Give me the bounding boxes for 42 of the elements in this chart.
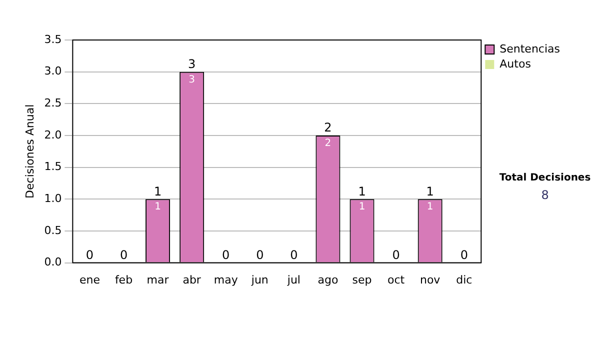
x-tick-label: dic xyxy=(456,273,472,286)
total-label: 0 xyxy=(392,248,400,262)
x-tick-label: abr xyxy=(182,273,202,286)
x-tick-label: ene xyxy=(79,273,100,286)
x-tick-label: jun xyxy=(250,273,268,286)
x-tick-label: mar xyxy=(146,273,170,286)
y-tick-label: 0.0 xyxy=(44,256,62,269)
total-label: 0 xyxy=(222,248,230,262)
total-label: 0 xyxy=(256,248,264,262)
total-label: 1 xyxy=(154,184,162,198)
data-label: 2 xyxy=(324,138,332,150)
y-tick-label: 1.0 xyxy=(44,192,62,205)
y-tick-label: 0.5 xyxy=(44,224,62,237)
x-tick-label: oct xyxy=(388,273,406,286)
y-tick-label: 2.0 xyxy=(44,128,62,142)
x-tick-label: ago xyxy=(318,273,338,286)
total-label: 3 xyxy=(188,56,196,71)
x-tick-label: feb xyxy=(114,273,133,286)
total-label: 0 xyxy=(120,248,128,262)
y-tick-label: 2.5 xyxy=(44,96,62,110)
text: 8 xyxy=(541,188,549,202)
total-label: 0 xyxy=(290,248,298,262)
data-label: 1 xyxy=(426,202,434,213)
text: Total Decisiones xyxy=(499,172,591,184)
y-tick-label: 3.0 xyxy=(44,64,62,78)
data-label: 1 xyxy=(154,202,161,213)
legend-label: Autos xyxy=(500,57,532,70)
total-label: 1 xyxy=(426,184,434,198)
x-tick-label: nov xyxy=(420,273,441,286)
total-label: 2 xyxy=(324,120,332,135)
x-tick-label: sep xyxy=(352,273,372,286)
total-label: 0 xyxy=(86,248,94,262)
total-label: 1 xyxy=(358,184,366,198)
data-label: 3 xyxy=(188,74,196,86)
x-tick-label: may xyxy=(214,273,238,286)
legend-label: Sentencias xyxy=(500,42,560,56)
y-axis-title: Decisiones Anual xyxy=(23,104,36,198)
y-tick-label: 1.5 xyxy=(44,160,62,174)
data-label: 1 xyxy=(358,202,366,213)
x-tick-label: jul xyxy=(286,273,300,286)
y-tick-label: 3.5 xyxy=(44,32,62,46)
total-label: 0 xyxy=(460,248,468,262)
